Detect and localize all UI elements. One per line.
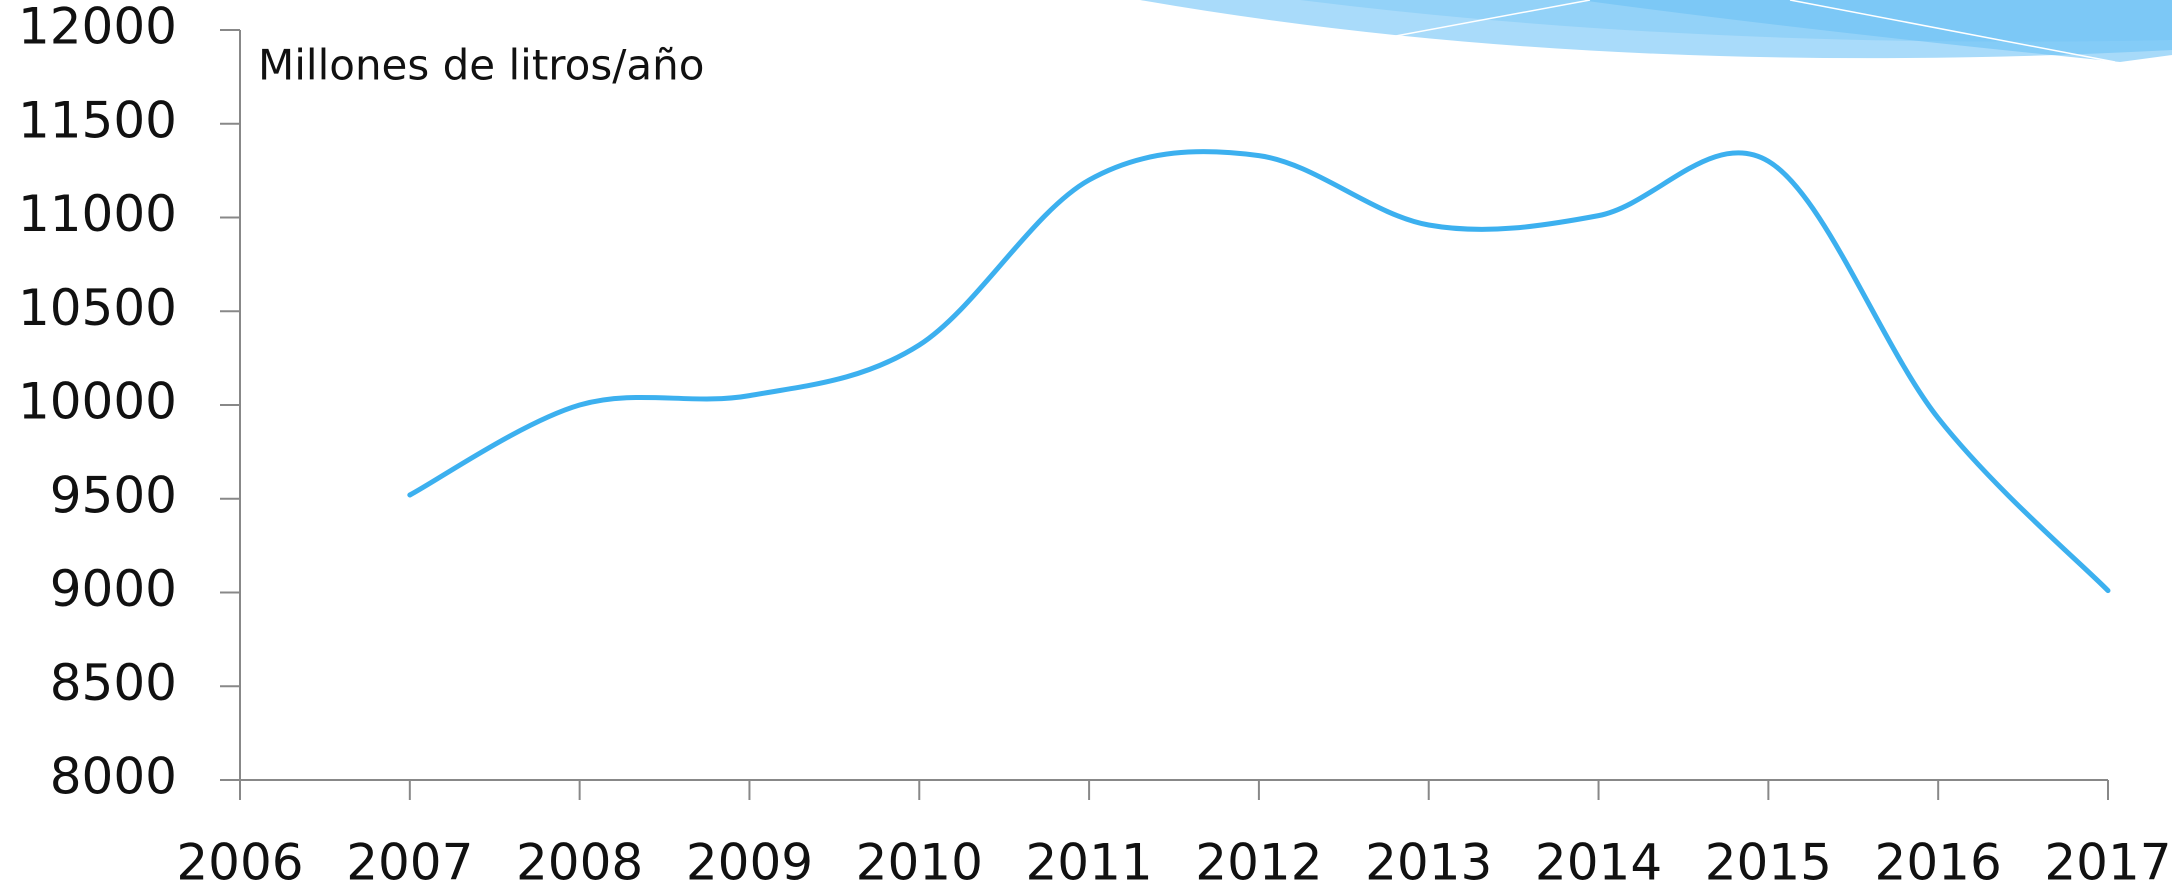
annotation: Millones de litros/año bbox=[258, 41, 704, 90]
x-tick-label: 2015 bbox=[1705, 834, 1832, 892]
y-tick-label: 9000 bbox=[50, 560, 177, 618]
x-tick-label: 2007 bbox=[346, 834, 473, 892]
y-tick-label: 9500 bbox=[50, 466, 177, 524]
decoration bbox=[1140, 0, 2172, 63]
y-tick-label: 8000 bbox=[50, 748, 177, 806]
x-tick-label: 2011 bbox=[1025, 834, 1152, 892]
y-tick-label: 12000 bbox=[18, 0, 177, 56]
y-tick-label: 10500 bbox=[18, 279, 177, 337]
x-tick-label: 2008 bbox=[516, 834, 643, 892]
y-tick-label: 8500 bbox=[50, 654, 177, 712]
x-tick-label: 2017 bbox=[2044, 834, 2171, 892]
x-tick-label: 2013 bbox=[1365, 834, 1492, 892]
x-tick-label: 2012 bbox=[1195, 834, 1322, 892]
y-tick-label: 11000 bbox=[18, 185, 177, 243]
x-tick-label: 2006 bbox=[176, 834, 303, 892]
y-tick-label: 10000 bbox=[18, 373, 177, 431]
x-tick-label: 2016 bbox=[1875, 834, 2002, 892]
line bbox=[407, 149, 2111, 594]
x-tick-label: 2010 bbox=[856, 834, 983, 892]
y-tick-label: 11500 bbox=[18, 91, 177, 149]
x-tick-label: 2009 bbox=[686, 834, 813, 892]
x-tick-label: 2014 bbox=[1535, 834, 1662, 892]
